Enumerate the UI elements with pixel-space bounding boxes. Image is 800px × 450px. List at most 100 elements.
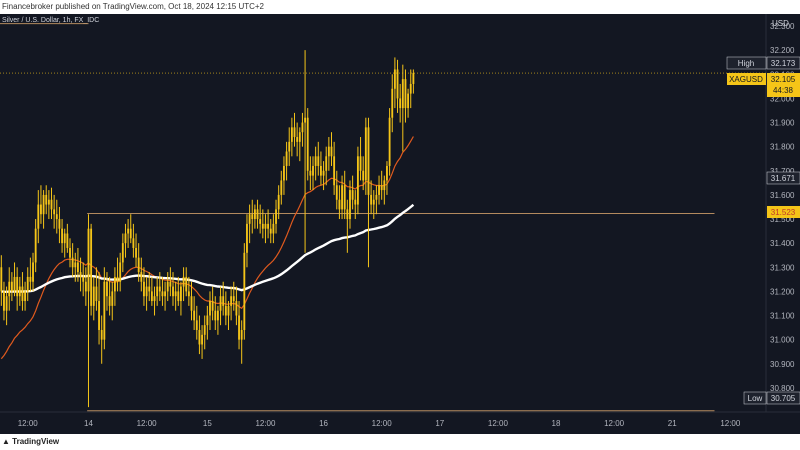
- candle: [312, 156, 314, 191]
- plot-background: [0, 14, 800, 434]
- candle-body: [145, 286, 148, 297]
- candle-body: [375, 194, 378, 200]
- candle-body: [111, 291, 114, 306]
- candle: [346, 199, 349, 253]
- candle: [386, 161, 388, 195]
- candle: [111, 281, 114, 321]
- candle-body: [174, 291, 177, 297]
- candle: [76, 247, 79, 282]
- candle: [148, 272, 151, 302]
- candle-body: [140, 272, 143, 282]
- candle-body: [230, 296, 233, 306]
- candle: [79, 257, 82, 292]
- y-tick-label: 31.200: [770, 287, 795, 296]
- candle: [5, 286, 8, 326]
- candle-body: [69, 247, 71, 258]
- candle: [61, 219, 63, 253]
- candle: [55, 199, 58, 234]
- x-tick-label: 17: [435, 419, 444, 428]
- badge-low-label-bg: [743, 391, 767, 405]
- candle: [388, 108, 391, 176]
- candle-body: [63, 233, 66, 244]
- candle-body: [298, 132, 301, 142]
- candle-body: [256, 209, 259, 220]
- candle: [317, 141, 320, 176]
- candle-body: [24, 291, 27, 302]
- candle: [333, 141, 336, 195]
- candle-body: [79, 272, 82, 277]
- candle: [137, 243, 140, 282]
- candle-body: [32, 262, 34, 282]
- candle: [119, 252, 122, 292]
- candle-body: [113, 276, 116, 292]
- candle: [100, 315, 103, 364]
- candle-body: [129, 228, 132, 239]
- candle-body: [327, 146, 330, 157]
- candle: [261, 209, 264, 239]
- x-tick-label: 14: [84, 419, 93, 428]
- candle-body: [124, 233, 127, 244]
- candle: [37, 190, 40, 244]
- candle-body: [108, 296, 111, 306]
- candle-body: [127, 228, 130, 234]
- candle-body: [338, 199, 341, 210]
- candle-body: [16, 276, 19, 297]
- candle-body: [388, 117, 391, 166]
- y-tick-label: 31.300: [770, 263, 795, 272]
- badge-symbol-value-bg: [767, 73, 800, 97]
- candle-body: [370, 194, 373, 205]
- x-tick-label: 21: [668, 419, 677, 428]
- candle-body: [354, 199, 357, 205]
- candle-body: [90, 228, 93, 306]
- candle-body: [71, 257, 74, 268]
- candle-body: [248, 214, 251, 224]
- candle: [306, 108, 309, 181]
- candle: [95, 267, 98, 311]
- candle: [129, 214, 132, 244]
- candle-body: [409, 83, 412, 94]
- candle-body: [232, 296, 235, 302]
- candle-body: [150, 291, 153, 302]
- candle-body: [21, 286, 24, 302]
- candle: [304, 50, 307, 253]
- candle-body: [277, 194, 280, 210]
- candle-body: [74, 262, 77, 268]
- candle-body: [3, 291, 5, 311]
- candle: [327, 137, 330, 171]
- candle: [185, 267, 188, 297]
- candle: [34, 219, 37, 273]
- badge-symbol: XAGUSD 32.105 44:38: [727, 73, 800, 97]
- candle: [42, 190, 45, 229]
- candle-body: [325, 156, 328, 171]
- candle: [21, 272, 24, 311]
- candle-body: [164, 291, 167, 297]
- candle: [393, 57, 396, 109]
- tradingview-logo[interactable]: ▲ TradingView: [0, 437, 59, 446]
- candles: [0, 50, 415, 408]
- candle: [193, 296, 196, 330]
- candle-body: [240, 329, 243, 340]
- candle-body: [412, 73, 415, 84]
- candle: [58, 206, 61, 244]
- candle-body: [362, 170, 365, 181]
- candle: [161, 276, 164, 306]
- candle: [246, 214, 248, 268]
- candle: [32, 252, 34, 292]
- candle-body: [203, 325, 206, 335]
- candle: [211, 286, 214, 321]
- price-chart[interactable]: Silver / U.S. Dollar, 1h, FX_IDC USD 32.…: [0, 14, 800, 434]
- candle: [201, 325, 203, 359]
- candle: [177, 276, 180, 306]
- chart-panel[interactable]: Silver / U.S. Dollar, 1h, FX_IDC USD 32.…: [0, 14, 800, 434]
- candle-body: [312, 165, 314, 176]
- candle: [50, 187, 53, 220]
- candle: [343, 170, 346, 220]
- y-tick-label: 31.800: [770, 143, 795, 152]
- x-tick-label: 12:00: [137, 419, 158, 428]
- candle-body: [280, 180, 283, 195]
- candle: [351, 175, 354, 210]
- candle-body: [5, 296, 8, 311]
- badge-high-value: 32.173: [771, 59, 796, 68]
- candle: [214, 296, 217, 330]
- candle-body: [272, 223, 275, 234]
